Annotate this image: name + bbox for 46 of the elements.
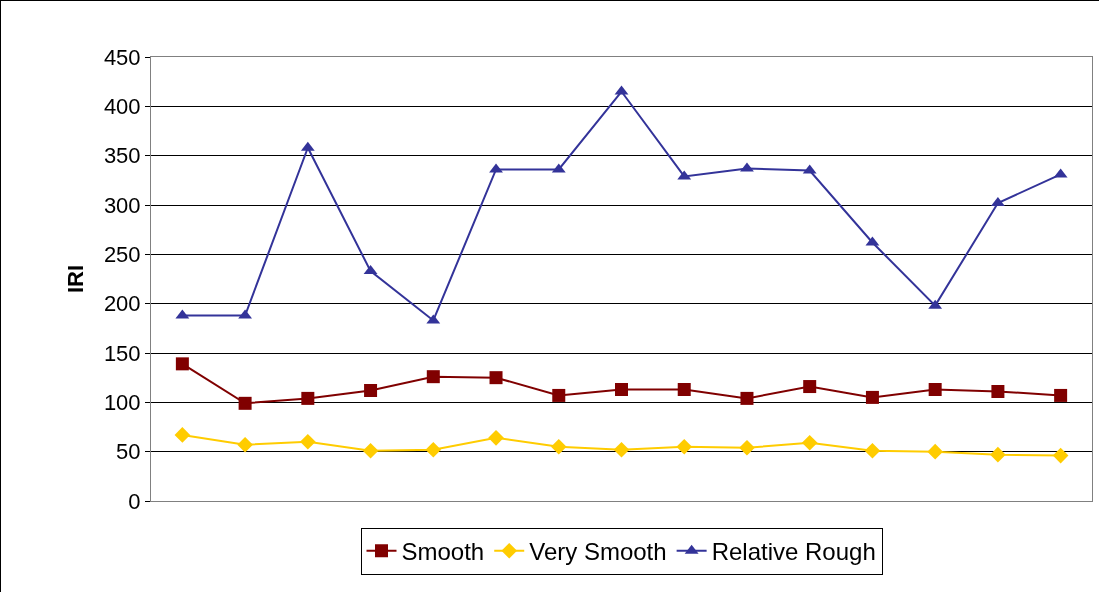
point: [550, 438, 567, 455]
point: [677, 383, 691, 397]
point: [613, 441, 630, 458]
point: [801, 434, 818, 451]
point: [739, 439, 755, 456]
point: [364, 383, 378, 397]
point: [237, 436, 253, 453]
legend-label: Very Smooth: [529, 538, 667, 566]
point: [489, 371, 503, 385]
point: [362, 442, 379, 459]
y-tick-label: 200: [103, 291, 141, 317]
y-tick-label: 300: [103, 192, 141, 218]
y-tick-label: 150: [103, 340, 141, 366]
point: [238, 396, 252, 410]
point: [552, 388, 566, 402]
point: [927, 443, 943, 460]
point: [990, 446, 1006, 463]
point: [615, 383, 628, 397]
point: [425, 441, 442, 458]
y-tick-label: 250: [103, 242, 141, 268]
point: [488, 430, 504, 446]
legend-label: Relative Rough: [711, 538, 876, 566]
point: [1054, 388, 1068, 402]
point: [426, 370, 440, 384]
point: [864, 442, 881, 459]
point: [174, 427, 191, 443]
y-tick-label: 0: [128, 488, 141, 514]
point: [740, 162, 754, 172]
y-tick-label: 100: [103, 390, 141, 416]
point: [301, 391, 315, 405]
point: [489, 163, 503, 173]
y-tick-label: 400: [103, 94, 141, 120]
y-tick-label: 450: [103, 44, 141, 70]
legend-label: Smooth: [401, 538, 485, 566]
point: [865, 390, 879, 404]
y-tick-label: 50: [116, 439, 141, 465]
point: [175, 357, 189, 371]
point: [928, 383, 942, 397]
point: [676, 438, 693, 455]
point: [1052, 447, 1069, 464]
point: [740, 391, 754, 405]
point: [991, 384, 1005, 398]
point: [300, 434, 316, 450]
y-tick-label: 350: [103, 143, 141, 169]
point: [803, 380, 817, 394]
y-axis-title: IRI: [62, 264, 88, 294]
